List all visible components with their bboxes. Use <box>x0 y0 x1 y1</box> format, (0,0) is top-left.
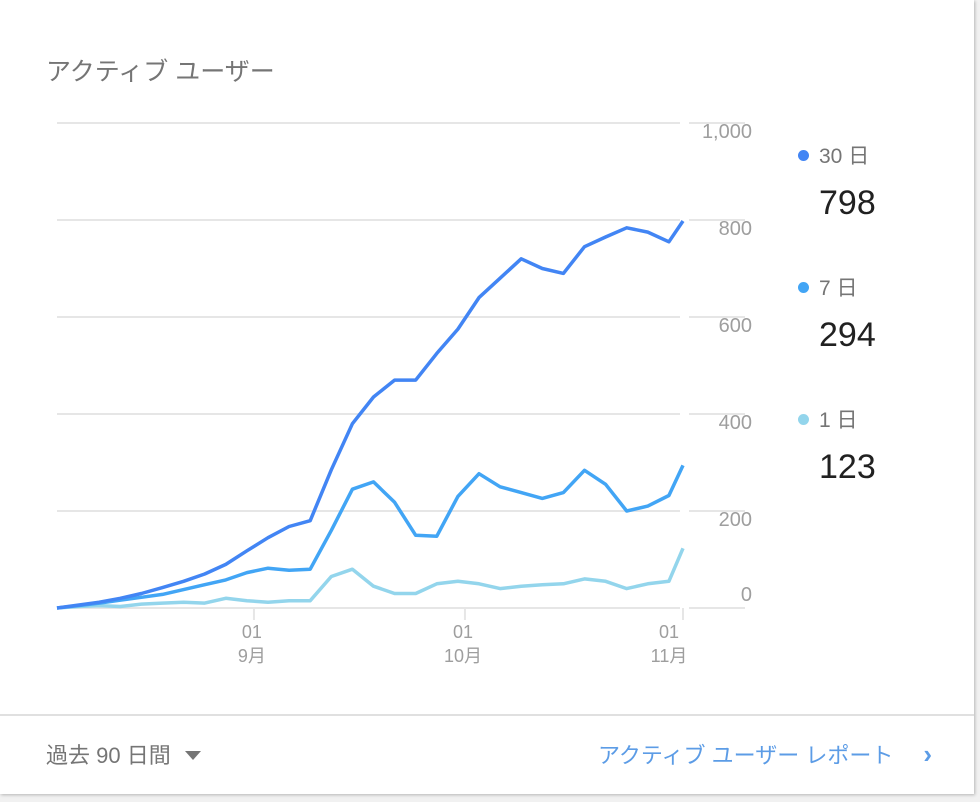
date-range-label: 過去 90 日間 <box>46 743 171 768</box>
series-line-7日 <box>56 464 685 610</box>
y-tick-label: 1,000 <box>702 121 752 143</box>
card-footer: 過去 90 日間 アクティブ ユーザー レポート › <box>0 714 974 796</box>
y-tick-label: 800 <box>719 218 752 240</box>
x-tick-month: 11月 <box>651 646 688 666</box>
x-tick-day: 01 <box>453 622 473 642</box>
legend-value: 798 <box>819 184 876 222</box>
series-line-30日 <box>56 220 685 610</box>
card-title: アクティブ ユーザー <box>46 58 275 86</box>
legend-item: 30 日 798 <box>798 140 876 272</box>
legend: 30 日 798 7 日 294 1 日 123 <box>798 140 876 536</box>
legend-item: 7 日 294 <box>798 272 876 404</box>
legend-label: 30 日 <box>798 140 876 170</box>
report-link-label: アクティブ ユーザー レポート <box>597 743 894 768</box>
y-tick-label: 600 <box>719 315 752 337</box>
active-users-chart: 0 200 400 600 800 1,000 01 9月 01 10月 01 11月 <box>56 121 752 666</box>
legend-label-text: 7 日 <box>819 277 858 300</box>
legend-label: 7 日 <box>798 272 876 302</box>
y-tick-label: 0 <box>741 584 752 606</box>
legend-value: 123 <box>819 448 876 486</box>
y-tick-label: 200 <box>719 509 752 531</box>
legend-value: 294 <box>819 316 876 354</box>
legend-item: 1 日 123 <box>798 404 876 536</box>
x-tick-month: 10月 <box>444 646 482 666</box>
series-dot-icon <box>798 149 809 161</box>
x-tick-month: 9月 <box>238 646 266 666</box>
series-dot-icon <box>798 413 809 425</box>
legend-label-text: 1 日 <box>819 409 858 432</box>
date-range-dropdown[interactable]: 過去 90 日間 <box>46 738 201 770</box>
series-dot-icon <box>798 281 809 293</box>
x-tick-day: 01 <box>659 622 679 642</box>
active-users-report-link[interactable]: アクティブ ユーザー レポート › <box>598 738 932 770</box>
x-tick-day: 01 <box>242 622 262 642</box>
legend-label: 1 日 <box>798 404 876 434</box>
chevron-right-icon: › <box>923 738 932 769</box>
series-line-1日 <box>56 547 685 610</box>
y-tick-label: 400 <box>719 412 752 434</box>
legend-label-text: 30 日 <box>819 145 870 168</box>
caret-down-icon <box>184 751 201 760</box>
